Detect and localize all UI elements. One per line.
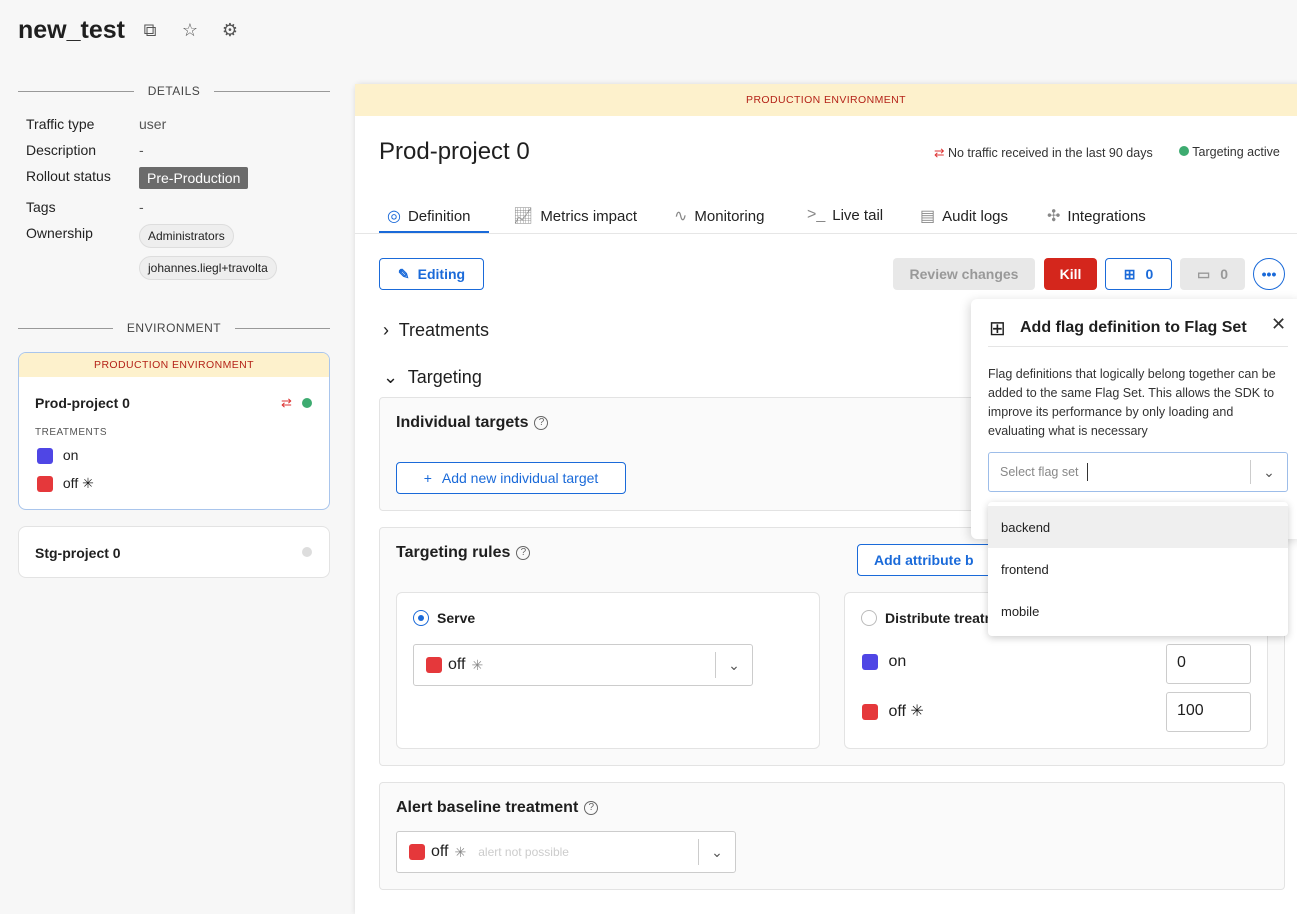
editing-button[interactable]: ✎ Editing	[379, 258, 484, 290]
env-name: Stg-project 0	[35, 545, 121, 561]
tabs-divider	[355, 233, 1297, 234]
dist-on-input[interactable]: 0	[1166, 644, 1251, 684]
inactive-dot-icon	[302, 547, 312, 557]
default-icon: ✳	[471, 656, 484, 673]
active-dot-icon	[302, 398, 312, 408]
add-attribute-button[interactable]: Add attribute b	[857, 544, 997, 576]
flag-set-popover: ⊞ Add flag definition to Flag Set ✕ Flag…	[971, 299, 1297, 539]
calendar-icon: ▭	[1196, 265, 1211, 282]
traffic-type-value: user	[139, 116, 167, 132]
chevron-down-icon: ⌄	[728, 656, 740, 673]
copy-icon[interactable]: ⧉	[143, 20, 157, 40]
targeting-status: Targeting active	[1179, 145, 1280, 159]
details-heading: DETAILS	[18, 84, 330, 98]
no-traffic-icon: ⇄	[934, 146, 945, 160]
alert-baseline-heading: Alert baseline treatment?	[396, 799, 599, 817]
detail-label: Ownership	[26, 225, 93, 241]
tab-integrations[interactable]: ✣ Integrations	[1047, 207, 1146, 226]
option-frontend[interactable]: frontend	[1001, 561, 1049, 577]
production-banner: PRODUCTION ENVIRONMENT	[355, 84, 1297, 116]
plus-icon: +	[423, 470, 432, 486]
terminal-icon: >_	[807, 206, 826, 223]
chevron-right-icon: ›	[383, 320, 389, 340]
targeting-section-toggle[interactable]: ⌄ Targeting	[383, 367, 482, 387]
default-icon: ✳	[454, 843, 467, 860]
owner-chip: johannes.liegl+travolta	[139, 256, 277, 280]
owner-chip: Administrators	[139, 224, 234, 248]
kill-button[interactable]: Kill	[1044, 258, 1097, 290]
treatment-item: off ✳	[37, 475, 94, 493]
env-name: Prod-project 0	[35, 395, 130, 411]
tab-metrics-impact[interactable]: 📈︎ Metrics impact	[513, 207, 637, 226]
tab-definition[interactable]: ◎ Definition	[387, 207, 471, 226]
flag-set-select[interactable]: Select flag set ⌄	[988, 452, 1288, 492]
alert-baseline-select[interactable]: off ✳ alert not possible ⌄	[396, 831, 736, 873]
popover-description: Flag definitions that logically belong t…	[988, 367, 1276, 438]
treatments-label: TREATMENTS	[35, 427, 108, 438]
dist-treatment: off ✳	[862, 701, 924, 721]
more-options-button[interactable]: •••	[1253, 258, 1285, 290]
chart-icon: 📈︎	[513, 208, 534, 225]
distribute-radio[interactable]: Distribute treatm	[861, 610, 997, 626]
active-dot-icon	[1179, 146, 1189, 156]
flag-sets-button[interactable]: ⊞ 0	[1105, 258, 1172, 290]
chevron-down-icon: ⌄	[1263, 463, 1275, 480]
add-individual-target-button[interactable]: + Add new individual target	[396, 462, 626, 494]
split-title: Prod-project 0	[379, 138, 530, 165]
env-card-stg[interactable]: Stg-project 0	[18, 526, 330, 578]
detail-label: Rollout status	[26, 168, 111, 184]
review-changes-button[interactable]: Review changes	[893, 258, 1035, 290]
tags-value: -	[139, 199, 144, 215]
option-backend[interactable]: backend	[988, 506, 1288, 548]
default-icon: ✳	[82, 475, 94, 491]
help-icon: ?	[584, 800, 599, 815]
schedule-button[interactable]: ▭ 0	[1180, 258, 1245, 290]
treatments-section-toggle[interactable]: › Treatments	[383, 320, 490, 340]
detail-label: Description	[26, 142, 97, 158]
puzzle-icon: ✣	[1047, 208, 1061, 225]
chevron-down-icon: ⌄	[711, 843, 723, 860]
gear-icon[interactable]: ⚙	[221, 20, 239, 40]
close-icon[interactable]: ✕	[1271, 314, 1287, 334]
pulse-icon: ∿	[674, 208, 688, 225]
more-icon: •••	[1261, 266, 1277, 282]
default-icon: ✳	[910, 703, 924, 720]
traffic-status: ⇄ No traffic received in the last 90 day…	[934, 146, 1153, 160]
serve-treatment-select[interactable]: off ✳ ⌄	[413, 644, 753, 686]
tab-audit-logs[interactable]: ▤ Audit logs	[920, 207, 1008, 226]
environment-heading: ENVIRONMENT	[18, 321, 330, 335]
flag-set-dropdown: backend frontend mobile	[988, 502, 1288, 636]
grid-icon: ⊞	[1123, 265, 1136, 282]
audit-icon: ▤	[920, 208, 936, 225]
target-icon: ◎	[387, 208, 401, 225]
dist-off-input[interactable]: 100	[1166, 692, 1251, 732]
grid-icon: ⊞	[989, 318, 1006, 340]
no-traffic-icon: ⇄	[281, 395, 292, 410]
pencil-icon: ✎	[397, 265, 410, 282]
tab-live-tail[interactable]: >_ Live tail	[807, 206, 884, 224]
help-icon: ?	[516, 545, 531, 560]
detail-label: Traffic type	[26, 116, 95, 132]
help-icon: ?	[534, 415, 549, 430]
serve-radio[interactable]: Serve	[413, 610, 475, 626]
page-title: new_test	[18, 16, 125, 44]
dist-treatment: on	[862, 653, 906, 671]
targeting-rules-heading: Targeting rules?	[396, 544, 531, 562]
env-card-prod[interactable]: PRODUCTION ENVIRONMENT Prod-project 0 ⇄ …	[18, 352, 330, 510]
individual-targets-heading: Individual targets?	[396, 414, 549, 432]
treatment-item: on	[37, 447, 78, 465]
active-tab-indicator	[379, 231, 489, 234]
option-mobile[interactable]: mobile	[1001, 603, 1040, 619]
production-banner: PRODUCTION ENVIRONMENT	[19, 353, 329, 377]
popover-title: Add flag definition to Flag Set	[1020, 319, 1247, 336]
tab-monitoring[interactable]: ∿ Monitoring	[674, 207, 765, 226]
detail-label: Tags	[26, 199, 56, 215]
star-icon[interactable]: ☆	[181, 20, 199, 40]
rollout-status-badge: Pre-Production	[139, 167, 249, 189]
chevron-down-icon: ⌄	[383, 367, 399, 387]
description-value: -	[139, 142, 144, 158]
